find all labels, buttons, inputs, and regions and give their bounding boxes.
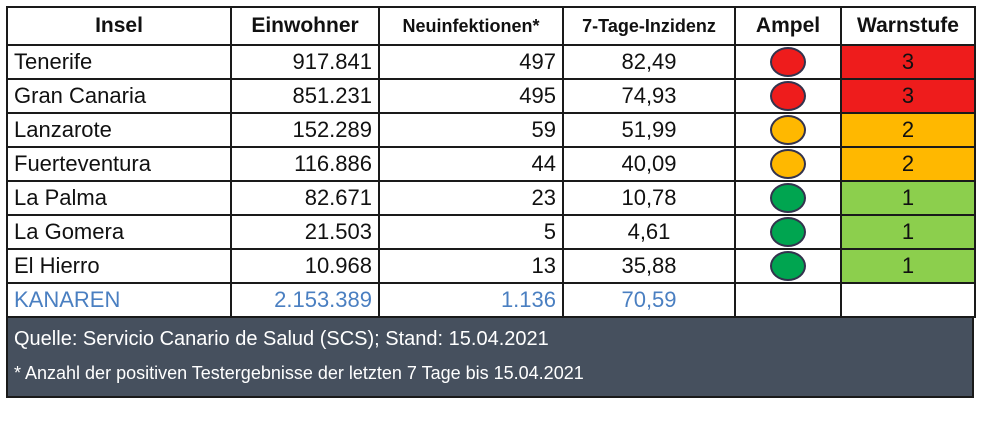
cell-ampel — [734, 214, 842, 250]
table-body: Tenerife 917.841 497 82,49 3 Gran Canaria 851.… — [6, 44, 976, 284]
cell-neuinfektionen: 23 — [378, 180, 564, 216]
cell-inzidenz: 82,49 — [562, 44, 736, 80]
cell-neuinfektionen: 495 — [378, 78, 564, 114]
traffic-light-icon — [770, 251, 806, 281]
cell-einwohner: 21.503 — [230, 214, 380, 250]
table-row: Gran Canaria 851.231 495 74,93 3 — [6, 78, 976, 114]
cell-warnstufe: 2 — [840, 112, 976, 148]
cell-inzidenz: 35,88 — [562, 248, 736, 284]
cell-warnstufe: 3 — [840, 78, 976, 114]
cell-einwohner: 851.231 — [230, 78, 380, 114]
total-inzidenz: 70,59 — [562, 282, 736, 318]
total-row: KANAREN 2.153.389 1.136 70,59 — [6, 282, 976, 318]
table-row: El Hierro 10.968 13 35,88 1 — [6, 248, 976, 284]
cell-einwohner: 82.671 — [230, 180, 380, 216]
cell-ampel — [734, 112, 842, 148]
cell-einwohner: 10.968 — [230, 248, 380, 284]
cell-einwohner: 152.289 — [230, 112, 380, 148]
traffic-light-icon — [770, 115, 806, 145]
island-incidence-table: Insel Einwohner Neuinfektionen* 7-Tage-I… — [6, 6, 976, 318]
cell-neuinfektionen: 5 — [378, 214, 564, 250]
table-footer: Quelle: Servicio Canario de Salud (SCS);… — [6, 318, 974, 398]
cell-inzidenz: 4,61 — [562, 214, 736, 250]
cell-inzidenz: 74,93 — [562, 78, 736, 114]
cell-warnstufe: 2 — [840, 146, 976, 182]
total-insel: KANAREN — [6, 282, 232, 318]
cell-einwohner: 917.841 — [230, 44, 380, 80]
header-ampel: Ampel — [734, 6, 842, 46]
cell-neuinfektionen: 497 — [378, 44, 564, 80]
cell-warnstufe: 1 — [840, 248, 976, 284]
cell-insel: La Gomera — [6, 214, 232, 250]
cell-insel: El Hierro — [6, 248, 232, 284]
cell-inzidenz: 10,78 — [562, 180, 736, 216]
traffic-light-icon — [770, 217, 806, 247]
total-warnstufe-empty — [840, 282, 976, 318]
cell-insel: Gran Canaria — [6, 78, 232, 114]
cell-neuinfektionen: 59 — [378, 112, 564, 148]
cell-insel: Fuerteventura — [6, 146, 232, 182]
cell-ampel — [734, 180, 842, 216]
total-einwohner: 2.153.389 — [230, 282, 380, 318]
header-neuinfektionen: Neuinfektionen* — [378, 6, 564, 46]
cell-warnstufe: 1 — [840, 180, 976, 216]
source-line: Quelle: Servicio Canario de Salud (SCS);… — [14, 328, 549, 350]
header-insel: Insel — [6, 6, 232, 46]
cell-inzidenz: 40,09 — [562, 146, 736, 182]
table-row: La Palma 82.671 23 10,78 1 — [6, 180, 976, 216]
table-row: Fuerteventura 116.886 44 40,09 2 — [6, 146, 976, 182]
cell-neuinfektionen: 13 — [378, 248, 564, 284]
total-ampel-empty — [734, 282, 842, 318]
cell-ampel — [734, 78, 842, 114]
traffic-light-icon — [770, 81, 806, 111]
cell-ampel — [734, 146, 842, 182]
cell-insel: Tenerife — [6, 44, 232, 80]
header-inzidenz: 7-Tage-Inzidenz — [562, 6, 736, 46]
covid-table-sheet: Insel Einwohner Neuinfektionen* 7-Tage-I… — [6, 6, 976, 398]
cell-insel: Lanzarote — [6, 112, 232, 148]
cell-einwohner: 116.886 — [230, 146, 380, 182]
cell-warnstufe: 3 — [840, 44, 976, 80]
cell-warnstufe: 1 — [840, 214, 976, 250]
table-row: Tenerife 917.841 497 82,49 3 — [6, 44, 976, 80]
header-einwohner: Einwohner — [230, 6, 380, 46]
header-row: Insel Einwohner Neuinfektionen* 7-Tage-I… — [6, 6, 976, 46]
header-warnstufe: Warnstufe — [840, 6, 976, 46]
total-neuinfektionen: 1.136 — [378, 282, 564, 318]
table-row: La Gomera 21.503 5 4,61 1 — [6, 214, 976, 250]
traffic-light-icon — [770, 149, 806, 179]
footnote-line: * Anzahl der positiven Testergebnisse de… — [14, 363, 584, 383]
cell-ampel — [734, 44, 842, 80]
traffic-light-icon — [770, 183, 806, 213]
cell-neuinfektionen: 44 — [378, 146, 564, 182]
cell-ampel — [734, 248, 842, 284]
cell-insel: La Palma — [6, 180, 232, 216]
cell-inzidenz: 51,99 — [562, 112, 736, 148]
table-row: Lanzarote 152.289 59 51,99 2 — [6, 112, 976, 148]
traffic-light-icon — [770, 47, 806, 77]
